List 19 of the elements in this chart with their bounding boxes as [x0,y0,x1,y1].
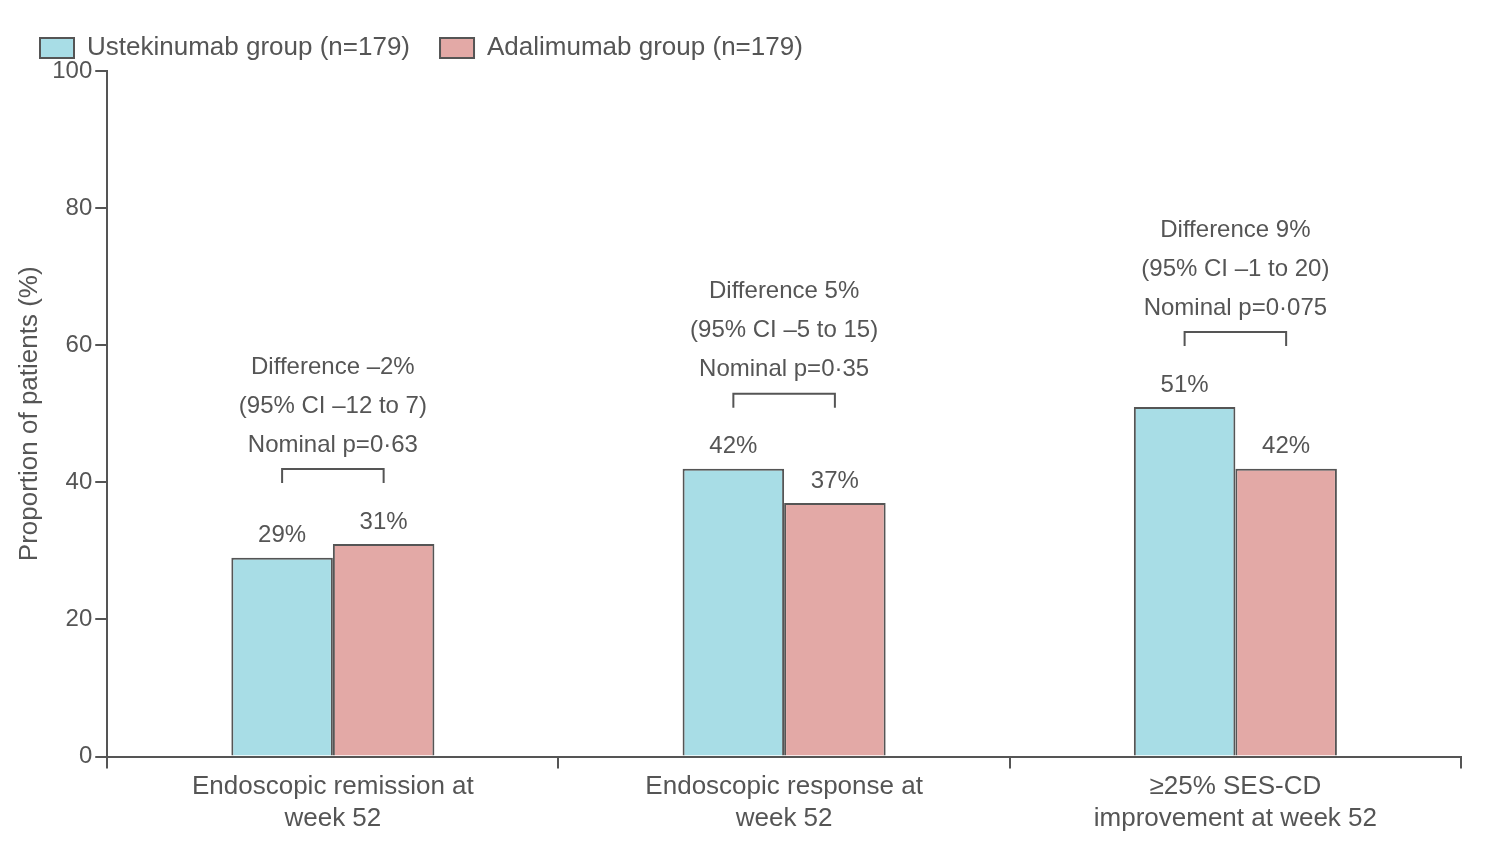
data-label: 31% [359,506,408,534]
data-label: 42% [1262,431,1311,459]
annotation: Difference 5% (95% CI –5 to 15) Nominal p=0·35 [690,276,879,382]
annotation: Difference 9% (95% CI –1 to 20) Nominal p=0·075 [1141,214,1330,320]
data-label: 42% [709,431,758,459]
annotation: Difference –2% (95% CI –12 to 7) Nominal p=0·63 [238,351,427,457]
y-tick-label: 0 [78,741,93,769]
data-label: 37% [810,465,859,493]
x-tick-label: Endoscopic remission at week 52 [191,770,475,832]
data-label: 51% [1160,369,1209,397]
x-tick-label: ≥25% SES-CD improvement at week 52 [1093,770,1377,832]
y-tick-label: 40 [65,466,93,494]
y-tick-label: 20 [65,604,93,632]
legend-label: Adalimumab group (n=179) [487,31,803,62]
y-tick-label: 80 [65,192,93,220]
data-label: 29% [258,520,307,548]
x-tick-label: Endoscopic response at week 52 [645,770,924,832]
y-axis-title: Proportion of patients (%) [12,266,43,562]
y-tick-label: 60 [65,329,93,357]
